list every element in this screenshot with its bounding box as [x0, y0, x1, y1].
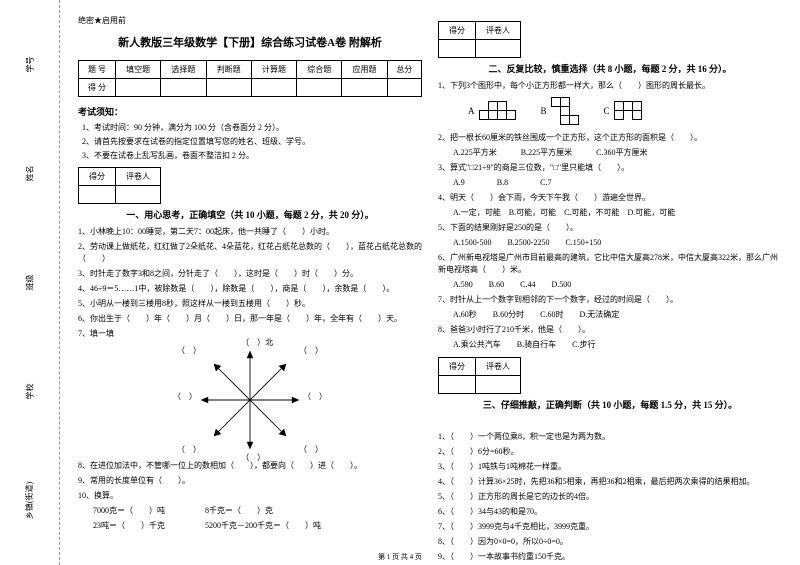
- notice-item: 1、考试时间：90 分钟，满分为 100 分（含卷面分 2 分）。: [78, 122, 422, 133]
- q: 5、下面的结果刚好是250的是（ ）。: [438, 222, 782, 234]
- q: 2、（ ）6分=60秒。: [438, 446, 782, 458]
- section3-title: 三、仔细推敲，正确判断（共 10 小题，每题 1.5 分，共 15 分）。: [438, 398, 782, 411]
- section2-title: 二、反复比较，慎重选择（共 8 小题，每题 2 分，共 16 分）。: [438, 62, 782, 75]
- section-score-box: 得分评卷人: [438, 357, 521, 394]
- q: 7、（ ）3999克与4千克相比，3999克重。: [438, 521, 782, 533]
- row-label: 得 分: [79, 79, 116, 97]
- right-column: 得分评卷人 二、反复比较，慎重选择（共 8 小题，每题 2 分，共 16 分）。…: [430, 15, 790, 560]
- opts: A.乘公共汽车 B.骑自行车 C.步行: [438, 339, 782, 351]
- q: 23吨＝（ ）千克 5200千克－200千克＝（ ）吨: [78, 520, 422, 532]
- q: 5、小明从一楼到三楼用8秒，照这样从一楼到五楼用（ ）秒。: [78, 298, 422, 310]
- q: 3、时针走了数字3和8之间，分针走了（ ），这时是（ ）时（ ）分。: [78, 268, 422, 280]
- secret-label: 绝密★启用前: [78, 15, 422, 26]
- th: 综合题: [297, 61, 342, 79]
- binding-margin: 学号 姓名 班级 学校 乡镇(街道): [0, 0, 60, 565]
- q: 7、时针从上一个数字到相邻的下一个数字，经过的时间是（ ）。: [438, 294, 782, 306]
- th: 应用题: [342, 61, 387, 79]
- q: 1、小林晚上10：00睡觉，第二天7：00起床，他一共睡了（ ）小时。: [78, 226, 422, 238]
- notice-item: 3、不要在试卷上乱写乱画，卷面不整洁扣 2 分。: [78, 150, 422, 161]
- th: 判断题: [206, 61, 251, 79]
- opts: A.9 B.8 C.7: [438, 177, 782, 189]
- compass-diagram: （ ）北 （ ） （ ） （ ） （ ） （ ） （ ） （ ）: [195, 345, 305, 455]
- opts: A.225平方米 B.225平方厘米 C.360平方厘米: [438, 147, 782, 159]
- q: 8、爸爸3小时行了210千米，他是（ ）。: [438, 324, 782, 336]
- q: 3、（ ）1吨铁与1吨棉花一样重。: [438, 461, 782, 473]
- notice-item: 2、请首先按要求在试卷的指定位置填写您的姓名、班级、学号。: [78, 136, 422, 147]
- q: 1、下列3个图形中，每个小正方形都一样大，那么（ ）图形的周长最长。: [438, 80, 782, 92]
- bind-field: 乡镇(街道): [24, 482, 35, 519]
- th: 填空题: [116, 61, 161, 79]
- page-content: 绝密★启用前 新人教版三年级数学【下册】综合练习试卷A卷 附解析 题 号 填空题…: [60, 0, 800, 565]
- exam-title: 新人教版三年级数学【下册】综合练习试卷A卷 附解析: [78, 34, 422, 50]
- q: 1、（ ）一个两位乘8，积一定也是为两为数。: [438, 431, 782, 443]
- q: 3、算式"□21÷9"的商是三位数，"□"里只能填（ ）。: [438, 162, 782, 174]
- section-score-box: 得分评卷人: [438, 21, 521, 58]
- left-column: 绝密★启用前 新人教版三年级数学【下册】综合练习试卷A卷 附解析 题 号 填空题…: [70, 15, 430, 560]
- section-score-box: 得分评卷人: [78, 167, 161, 204]
- q: 6、广州新电视塔是广州市目前最高的建筑，它比中信大厦高278米，中信大厦高322…: [438, 252, 782, 276]
- th: 总分: [387, 61, 421, 79]
- q: 4、46÷9＝5……1中，被除数是（ ），除数是（ ），商是（ ），余数是（ ）…: [78, 283, 422, 295]
- q: 9、常用的长度单位有（ ）。: [78, 475, 422, 487]
- q: 2、把一根长60厘米的铁丝围成一个正方形，这个正方形的面积是（ ）。: [438, 132, 782, 144]
- th: 题 号: [79, 61, 116, 79]
- shape-options: A B C: [468, 97, 782, 124]
- bind-field: 姓名: [24, 166, 35, 182]
- notice-title: 考试须知：: [78, 105, 422, 118]
- q: 5、（ ）正方形的周长是它的边长的4倍。: [438, 491, 782, 503]
- th: 选择题: [161, 61, 206, 79]
- bind-field: 学校: [24, 384, 35, 400]
- q: 8、（ ）因为0×0=0，所以0÷0=0。: [438, 536, 782, 548]
- score-table: 题 号 填空题 选择题 判断题 计算题 综合题 应用题 总分 得 分: [78, 60, 422, 97]
- opts: A.590 B.60 C.44 D.500: [438, 279, 782, 291]
- th: 计算题: [251, 61, 296, 79]
- section1-title: 一、用心思考，正确填空（共 10 小题，每题 2 分，共 20 分）。: [78, 208, 422, 221]
- opts: A.一定，可能 B.可能，可能 C.可能，不可能 D.可能，可能: [438, 207, 782, 219]
- q: 10、换算。: [78, 490, 422, 502]
- q: 4、（ ）计算36×25时，先把36和5相乘，再把36和2相乘，最后把两次乘得的…: [438, 476, 782, 488]
- q: 7000克＝（ ）吨 8千克＝（ ）克: [78, 505, 422, 517]
- q: 6、你出生于（ ）年（ ）月（ ）日，那一年是（ ）年，全年有（ ）天。: [78, 313, 422, 325]
- q: 6、（ ）34与43的和是70。: [438, 506, 782, 518]
- opts: A.60秒 B.60分时 C.60时 D.无法确定: [438, 309, 782, 321]
- opts: A.1500-500 B.2500-2250 C.150+150: [438, 237, 782, 249]
- bind-field: 学号: [24, 57, 35, 73]
- bind-field: 班级: [24, 275, 35, 291]
- q: 4、明天（ ）会下雨，今天下午我（ ）游遍全世界。: [438, 192, 782, 204]
- page-footer: 第 1 页 共 4 页: [0, 552, 800, 562]
- q: 2、劳动课上做纸花，红红做了2朵纸花、4朵蓝花，红花占纸花总数的（ ），蓝花占纸…: [78, 241, 422, 265]
